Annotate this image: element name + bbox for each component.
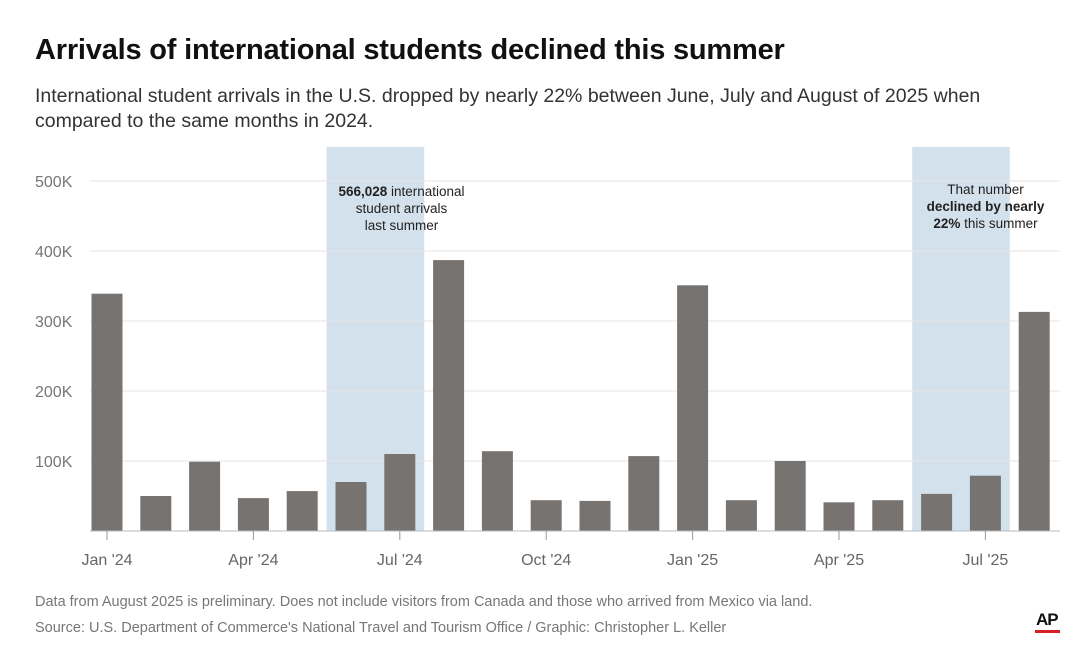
bar-mar-2025 xyxy=(774,461,806,531)
annotation-bold: declined by nearly xyxy=(926,199,1045,214)
bar-may-2024 xyxy=(286,491,318,531)
bar-aug-2024 xyxy=(433,260,465,531)
ap-logo-underline xyxy=(1035,630,1060,633)
annotation-number: 566,028 xyxy=(338,184,388,199)
bar-oct-2024 xyxy=(530,500,562,531)
x-tick-label: Apr '25 xyxy=(814,552,864,569)
y-tick-label: 100K xyxy=(35,454,73,471)
bar-jul-2025 xyxy=(969,475,1001,531)
x-tick-label: Jan '25 xyxy=(667,552,718,569)
x-tick-label: Jan '24 xyxy=(81,552,132,569)
x-tick-label: Apr '24 xyxy=(228,552,278,569)
bar-jan-2024 xyxy=(91,293,123,531)
annotation-bold: 22% xyxy=(933,216,961,231)
bar-jun-2025 xyxy=(921,493,953,531)
highlight-band xyxy=(912,147,1010,531)
bar-may-2025 xyxy=(872,500,904,531)
annotation-text: student arrivals xyxy=(355,201,448,216)
x-tick-label: Oct '24 xyxy=(521,552,571,569)
bar-jan-2025 xyxy=(677,285,709,531)
annotation-this-summer: That number declined by nearly 22% this … xyxy=(913,181,1058,232)
annotation-text: this summer xyxy=(960,216,1038,231)
bar-feb-2024 xyxy=(140,496,172,531)
chart-title: Arrivals of international students decli… xyxy=(35,34,785,66)
bar-apr-2024 xyxy=(237,498,269,531)
x-tick-label: Jul '24 xyxy=(377,552,423,569)
annotation-text: last summer xyxy=(364,218,439,233)
bar-jun-2024 xyxy=(335,482,367,531)
x-tick-label: Jul '25 xyxy=(963,552,1009,569)
y-tick-label: 200K xyxy=(35,384,73,401)
footnote: Data from August 2025 is preliminary. Do… xyxy=(35,594,813,610)
bar-jul-2024 xyxy=(384,454,416,531)
chart-subtitle: International student arrivals in the U.… xyxy=(35,85,981,132)
bar-nov-2024 xyxy=(579,500,611,531)
bar-aug-2025 xyxy=(1018,311,1050,531)
y-tick-label: 500K xyxy=(35,174,73,191)
annotation-text: That number xyxy=(947,182,1024,197)
bar-feb-2025 xyxy=(725,500,757,531)
y-tick-label: 300K xyxy=(35,314,73,331)
bar-apr-2025 xyxy=(823,502,855,531)
bar-sep-2024 xyxy=(481,451,513,531)
annotation-last-summer: 566,028 international student arrivals l… xyxy=(326,183,477,234)
source-credit: Source: U.S. Department of Commerce's Na… xyxy=(35,620,727,636)
bar-dec-2024 xyxy=(628,456,660,531)
ap-logo: AP xyxy=(1036,610,1059,629)
y-tick-label: 400K xyxy=(35,244,73,261)
bar-mar-2024 xyxy=(189,461,221,531)
annotation-text: international xyxy=(387,184,465,199)
